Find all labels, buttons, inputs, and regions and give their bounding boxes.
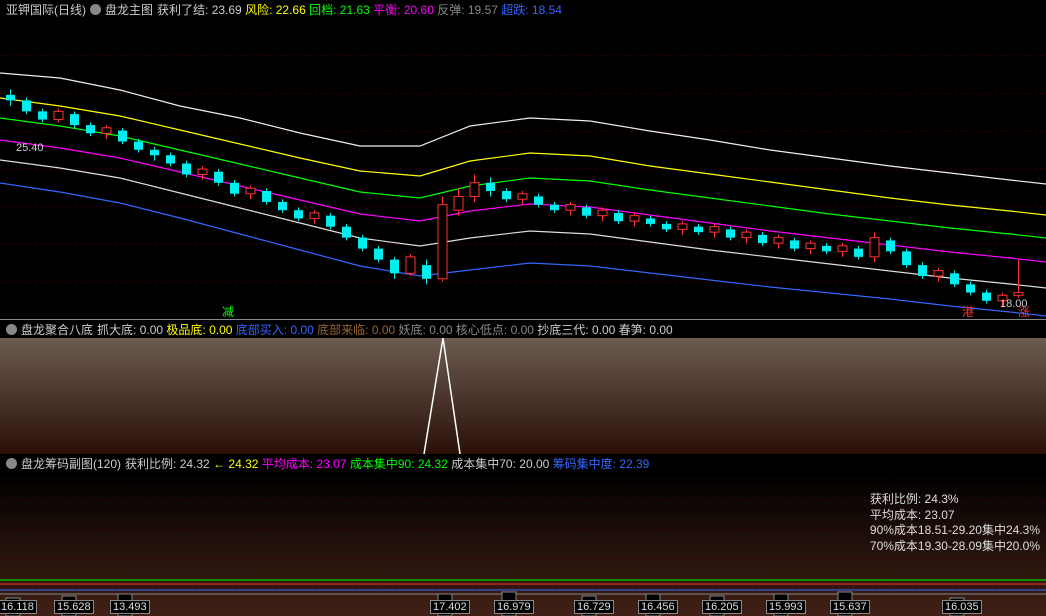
indicator-label: 核心低点: xyxy=(453,323,508,337)
indicator-label: 获利了结: xyxy=(157,3,208,17)
indicator-label: 底部买入: xyxy=(232,323,287,337)
indicator-label: 极品底: xyxy=(163,323,206,337)
indicator-label: 0.00 xyxy=(287,323,314,337)
indicator-label: 筹码集中度: xyxy=(549,457,616,471)
badge-hk: 港 xyxy=(962,303,974,320)
price-box-label: 16.035 xyxy=(942,600,982,614)
indicator-label: 0.00 xyxy=(589,323,616,337)
sub1-panel: 盘龙聚合八底 抓大底: 0.00 极品底: 0.00 底部买入: 0.00 底部… xyxy=(0,320,1046,454)
indicator-label: 23.69 xyxy=(208,3,241,17)
price-box-label: 16.205 xyxy=(702,600,742,614)
indicator-label: 超跌: xyxy=(498,3,529,17)
indicator-label: 成本集中90: xyxy=(347,457,415,471)
sub1-name: 盘龙聚合八底 xyxy=(21,321,93,338)
main-chart-panel: 亚钾国际(日线) 盘龙主图 获利了结: 23.69 风险: 22.66 回档: … xyxy=(0,0,1046,320)
indicator-label: 抓大底: xyxy=(97,323,136,337)
sub2-name: 盘龙筹码副图(120) xyxy=(21,455,121,472)
badge-reduce: 减 xyxy=(222,303,234,320)
indicator-dot-icon[interactable] xyxy=(6,324,17,335)
indicator-label: 19.57 xyxy=(465,3,498,17)
price-box-label: 13.493 xyxy=(110,600,150,614)
indicator-label: 23.07 xyxy=(313,457,346,471)
sub1-chart-area[interactable] xyxy=(0,338,1046,453)
info-line: 90%成本18.51-29.20集中24.3% xyxy=(870,523,1040,539)
indicator-label: 20.60 xyxy=(401,3,434,17)
sub2-chart-area[interactable]: 获利比例: 24.3%平均成本: 23.0790%成本18.51-29.20集中… xyxy=(0,472,1046,616)
indicator-label: 0.00 xyxy=(206,323,233,337)
indicator-label: 18.54 xyxy=(529,3,562,17)
stock-title: 亚钾国际(日线) xyxy=(6,1,86,18)
indicator-label: 回档: xyxy=(306,3,337,17)
price-box-label: 15.628 xyxy=(54,600,94,614)
price-box-label: 17.402 xyxy=(430,600,470,614)
price-label-top: 25.40 xyxy=(16,142,44,154)
indicator-label: 22.39 xyxy=(616,457,649,471)
indicator-label: 0.00 xyxy=(368,323,395,337)
price-box-label: 15.637 xyxy=(830,600,870,614)
indicator-label: 获利比例: xyxy=(125,457,176,471)
indicator-label: 抄底三代: xyxy=(534,323,589,337)
indicator-label: 21.63 xyxy=(336,3,369,17)
price-box-label: 16.118 xyxy=(0,600,37,614)
indicator-label: 24.32 xyxy=(176,457,209,471)
indicator-label: 底部来临: xyxy=(314,323,369,337)
indicator-label: 反弹: xyxy=(434,3,465,17)
main-header: 亚钾国际(日线) 盘龙主图 获利了结: 23.69 风险: 22.66 回档: … xyxy=(0,0,1046,18)
indicator-label: 平均成本: xyxy=(258,457,313,471)
sub2-panel: 盘龙筹码副图(120) 获利比例: 24.32 ← 24.32 平均成本: 23… xyxy=(0,454,1046,616)
chip-info-block: 获利比例: 24.3%平均成本: 23.0790%成本18.51-29.20集中… xyxy=(870,492,1040,554)
price-box-label: 15.993 xyxy=(766,600,806,614)
indicator-label: 0.00 xyxy=(646,323,673,337)
info-line: 获利比例: 24.3% xyxy=(870,492,1040,508)
sub2-header: 盘龙筹码副图(120) 获利比例: 24.32 ← 24.32 平均成本: 23… xyxy=(0,454,1046,472)
indicator-label: 平衡: xyxy=(370,3,401,17)
indicator-label: 成本集中70: xyxy=(448,457,516,471)
info-line: 70%成本19.30-28.09集中20.0% xyxy=(870,539,1040,555)
indicator-label: 妖底: xyxy=(395,323,426,337)
badge-up: 涨 xyxy=(1018,303,1030,320)
indicator-label: 22.66 xyxy=(272,3,305,17)
indicator-name: 盘龙主图 xyxy=(105,1,153,18)
indicator-label: 0.00 xyxy=(507,323,534,337)
price-box-label: 16.979 xyxy=(494,600,534,614)
indicator-label: 24.32 xyxy=(225,457,258,471)
indicator-dot-icon[interactable] xyxy=(90,4,101,15)
indicator-label: 20.00 xyxy=(516,457,549,471)
info-line: 平均成本: 23.07 xyxy=(870,508,1040,524)
indicator-label: 0.00 xyxy=(136,323,163,337)
indicator-label: 24.32 xyxy=(415,457,448,471)
indicator-label: 0.00 xyxy=(426,323,453,337)
sub1-header: 盘龙聚合八底 抓大底: 0.00 极品底: 0.00 底部买入: 0.00 底部… xyxy=(0,320,1046,338)
price-box-label: 16.729 xyxy=(574,600,614,614)
indicator-dot-icon[interactable] xyxy=(6,458,17,469)
main-chart-area[interactable]: 25.40 18.00 减 港 涨 xyxy=(0,18,1046,319)
price-box-label: 16.456 xyxy=(638,600,678,614)
indicator-label: 风险: xyxy=(242,3,273,17)
indicator-label: 春笋: xyxy=(615,323,646,337)
indicator-label: ← xyxy=(210,457,225,471)
